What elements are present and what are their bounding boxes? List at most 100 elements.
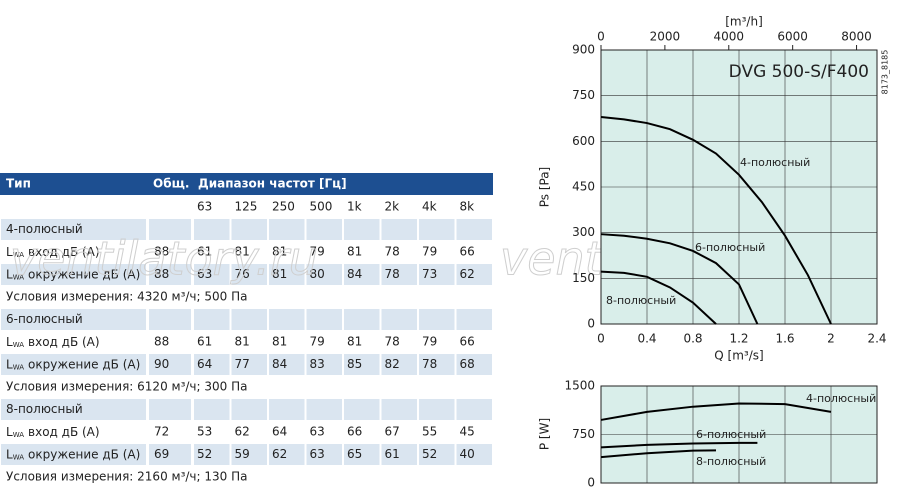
cell-bg: [456, 444, 492, 465]
plot-border: [600, 49, 878, 325]
x2-tick-label: 8000: [841, 30, 872, 44]
cell-bg: [231, 399, 267, 420]
level: 81: [235, 335, 250, 349]
table-header-bg: [0, 173, 493, 195]
cell-bg: [231, 444, 267, 465]
cell-bg: [269, 354, 305, 375]
level: 81: [272, 335, 287, 349]
group-name: 8-полюсный: [6, 402, 83, 416]
subscript: WA: [13, 274, 25, 282]
label: вход дБ (А): [28, 335, 100, 349]
cell-bg: [306, 444, 342, 465]
x2-tick-label: 4000: [714, 30, 745, 44]
level: 61: [197, 245, 212, 259]
cell-bg: [456, 309, 492, 330]
y-tick-label: 600: [572, 134, 595, 148]
curve-label: 6-полюсный: [696, 428, 766, 441]
subscript: WA: [13, 364, 25, 372]
cell-bg: [1, 309, 146, 330]
level: 81: [272, 245, 287, 259]
cell-bg: [419, 354, 455, 375]
curve: [600, 233, 759, 325]
curve: [600, 402, 832, 421]
level: 63: [310, 425, 325, 439]
y-tick-label: 150: [572, 271, 595, 285]
total: 88: [154, 335, 169, 349]
cell-bg: [419, 399, 455, 420]
cell-bg: [149, 444, 191, 465]
y-tick-label: 450: [572, 180, 595, 194]
level: 78: [385, 335, 400, 349]
cell-bg: [344, 399, 380, 420]
level: 40: [460, 447, 475, 461]
level: 68: [460, 357, 475, 371]
row-label: LWA окружение дБ (А): [6, 267, 140, 282]
label: окружение дБ (А): [28, 447, 140, 461]
level: 84: [272, 357, 287, 371]
cell-bg: [194, 444, 230, 465]
cell-bg: [231, 264, 267, 285]
y-axis-label: Ps [Pa]: [538, 167, 552, 208]
label: окружение дБ (А): [28, 267, 140, 281]
cell-bg: [456, 264, 492, 285]
level: 55: [422, 425, 437, 439]
cell-bg: [381, 354, 417, 375]
level: 77: [235, 357, 250, 371]
level: 76: [235, 267, 250, 281]
frequency: 1k: [347, 200, 362, 214]
level: 81: [235, 245, 250, 259]
curve-label: 4-полюсный: [740, 156, 810, 169]
header-type: Тип: [6, 177, 31, 191]
x-tick-label: 2: [827, 332, 835, 346]
symbol: L: [6, 425, 13, 439]
cell-bg: [1, 444, 146, 465]
plot-border: [600, 385, 878, 484]
curve-label: 4-полюсный: [806, 392, 876, 405]
cell-bg: [306, 219, 342, 240]
cell-bg: [194, 219, 230, 240]
y-tick-label: 300: [572, 225, 595, 239]
x-tick-label: 1.6: [775, 332, 794, 346]
cell-bg: [456, 399, 492, 420]
level: 67: [385, 425, 400, 439]
level: 52: [197, 447, 212, 461]
x-tick-label: 2.4: [867, 332, 886, 346]
cell-bg: [306, 399, 342, 420]
level: 66: [460, 245, 475, 259]
cell-bg: [149, 354, 191, 375]
cell-bg: [149, 264, 191, 285]
level: 61: [385, 447, 400, 461]
cell-bg: [344, 264, 380, 285]
level: 73: [422, 267, 437, 281]
level: 84: [347, 267, 362, 281]
x-tick-label: 0.8: [683, 332, 702, 346]
level: 45: [460, 425, 475, 439]
subscript: WA: [13, 454, 25, 462]
y-tick-label: 900: [572, 43, 595, 57]
level: 78: [385, 245, 400, 259]
frequency: 500: [310, 200, 333, 214]
cell-bg: [419, 219, 455, 240]
level: 83: [310, 357, 325, 371]
x-tick-label: 0.4: [637, 332, 656, 346]
y-tick-label: 0: [587, 476, 595, 490]
cell-bg: [1, 399, 146, 420]
cell-bg: [149, 219, 191, 240]
cell-bg: [194, 309, 230, 330]
total: 88: [154, 267, 169, 281]
cell-bg: [381, 219, 417, 240]
conditions: Условия измерения: 4320 м³/ч; 500 Па: [6, 290, 247, 304]
cell-bg: [381, 444, 417, 465]
frequency: 63: [197, 200, 212, 214]
conditions: Условия измерения: 6120 м³/ч; 300 Па: [6, 380, 247, 394]
frequency: 2k: [385, 200, 400, 214]
frequency: 8k: [460, 200, 475, 214]
header-total: Общ.: [153, 177, 189, 191]
level: 62: [460, 267, 475, 281]
cell-bg: [344, 354, 380, 375]
level: 63: [197, 267, 212, 281]
cell-bg: [344, 219, 380, 240]
level: 85: [347, 357, 362, 371]
subscript: WA: [13, 431, 25, 439]
